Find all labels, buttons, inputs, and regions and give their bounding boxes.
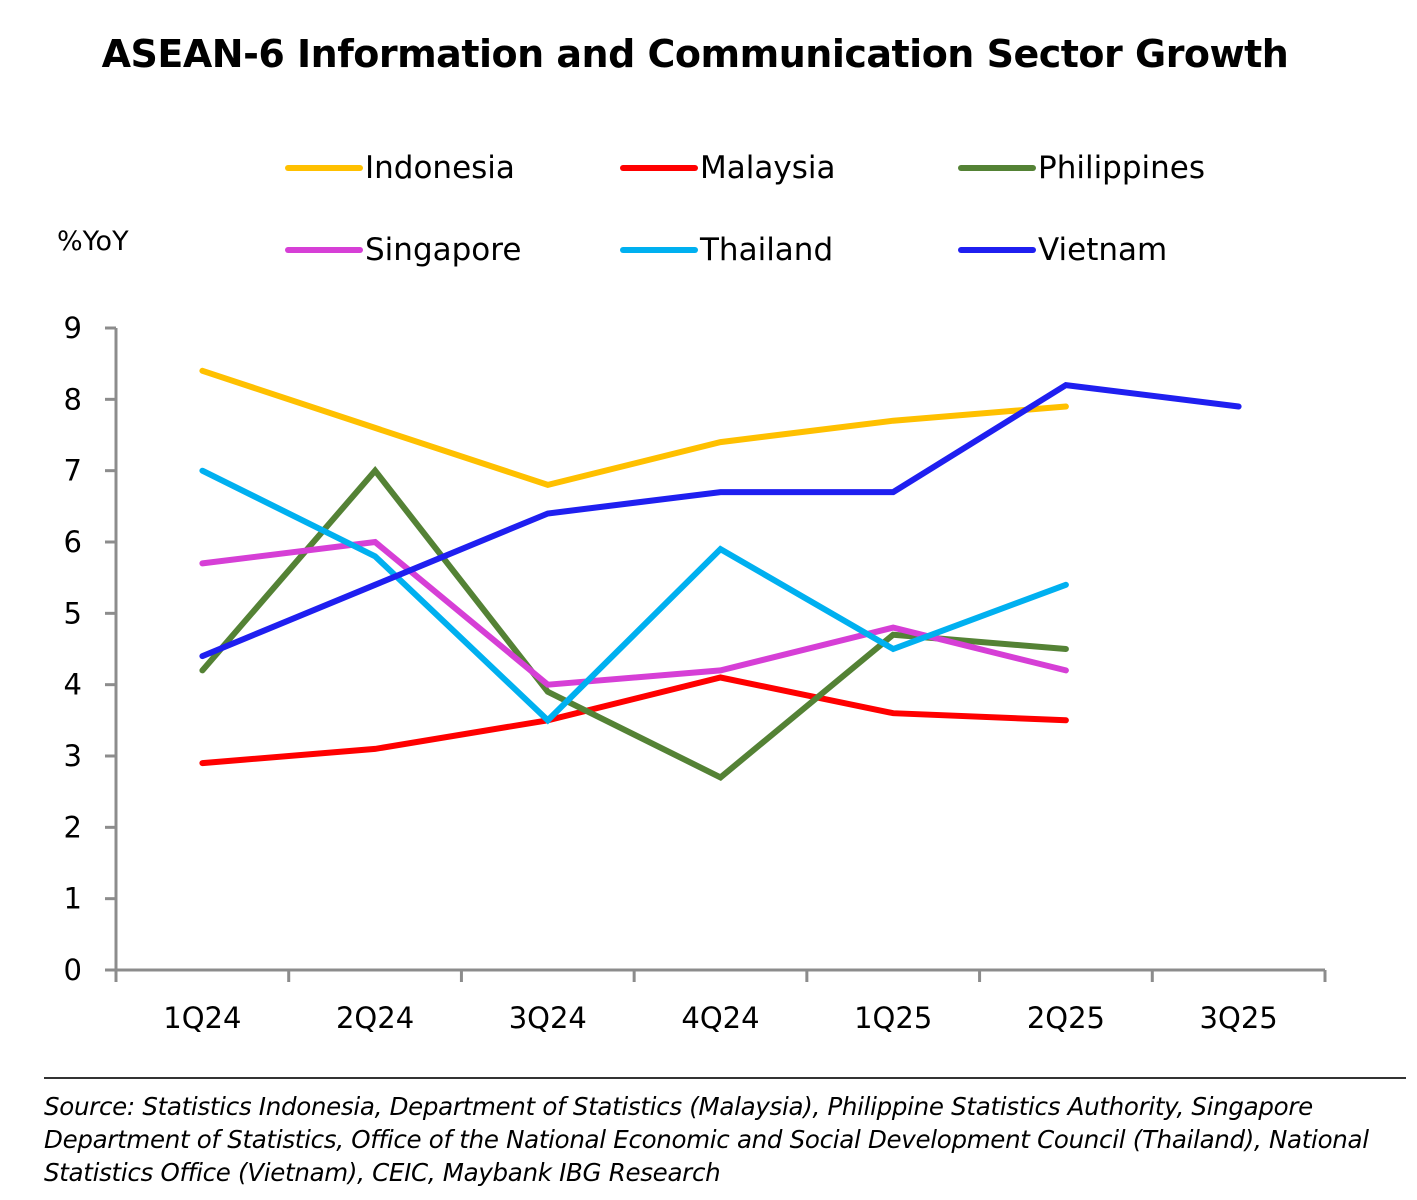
legend-swatch bbox=[620, 247, 698, 253]
x-tick-label: 3Q24 bbox=[509, 1001, 587, 1035]
series-line-indonesia bbox=[199, 367, 1069, 489]
legend-swatch bbox=[285, 247, 363, 253]
legend-label: Vietnam bbox=[1038, 232, 1168, 268]
x-tick-label: 4Q24 bbox=[681, 1001, 759, 1035]
y-tick-label: 7 bbox=[64, 454, 82, 488]
y-tick-label: 2 bbox=[64, 810, 82, 844]
chart-title: ASEAN-6 Information and Communication Se… bbox=[101, 32, 1289, 76]
source-divider bbox=[44, 1077, 1406, 1079]
legend-item-malaysia: Malaysia bbox=[620, 148, 835, 188]
series-line-malaysia bbox=[199, 674, 1069, 767]
legend-swatch bbox=[620, 165, 698, 171]
legend-label: Indonesia bbox=[365, 150, 515, 186]
y-tick-label: 4 bbox=[64, 668, 82, 702]
legend-swatch bbox=[285, 165, 363, 171]
legend-label: Thailand bbox=[700, 232, 834, 268]
x-tick-label: 3Q25 bbox=[1200, 1001, 1278, 1035]
series-line-vietnam bbox=[199, 381, 1242, 660]
legend-swatch bbox=[958, 165, 1036, 171]
x-tick-label: 1Q25 bbox=[854, 1001, 932, 1035]
series-line-philippines bbox=[199, 465, 1069, 781]
legend-item-philippines: Philippines bbox=[958, 148, 1205, 188]
legend-label: Singapore bbox=[365, 232, 522, 268]
x-tick-label: 2Q24 bbox=[336, 1001, 414, 1035]
y-tick-label: 9 bbox=[64, 311, 82, 345]
y-tick-label: 1 bbox=[64, 882, 82, 916]
legend-label: Malaysia bbox=[700, 150, 836, 186]
legend-item-thailand: Thailand bbox=[620, 230, 833, 270]
legend-label: Philippines bbox=[1038, 150, 1206, 186]
y-axis-unit-label: %YoY bbox=[57, 226, 129, 257]
legend-swatch bbox=[958, 247, 1036, 253]
x-tick-label: 1Q24 bbox=[163, 1001, 241, 1035]
y-tick-label: 0 bbox=[64, 953, 82, 987]
legend-item-indonesia: Indonesia bbox=[285, 148, 515, 188]
y-tick-label: 6 bbox=[64, 525, 82, 559]
legend-item-vietnam: Vietnam bbox=[958, 230, 1167, 270]
source-note: Source: Statistics Indonesia, Department… bbox=[44, 1092, 1369, 1187]
series-line-thailand bbox=[199, 467, 1069, 725]
x-tick-label: 2Q25 bbox=[1027, 1001, 1105, 1035]
y-tick-label: 8 bbox=[64, 382, 82, 416]
y-tick-label: 5 bbox=[64, 596, 82, 630]
legend-item-singapore: Singapore bbox=[285, 230, 521, 270]
line-chart: 0 1 2 3 4 5 6 7 8 9 1Q24 2Q24 3Q24 4Q24 1Q25 2Q25 3Q25 bbox=[64, 311, 1327, 1035]
y-tick-label: 3 bbox=[64, 739, 82, 773]
series-line-singapore bbox=[199, 538, 1069, 688]
